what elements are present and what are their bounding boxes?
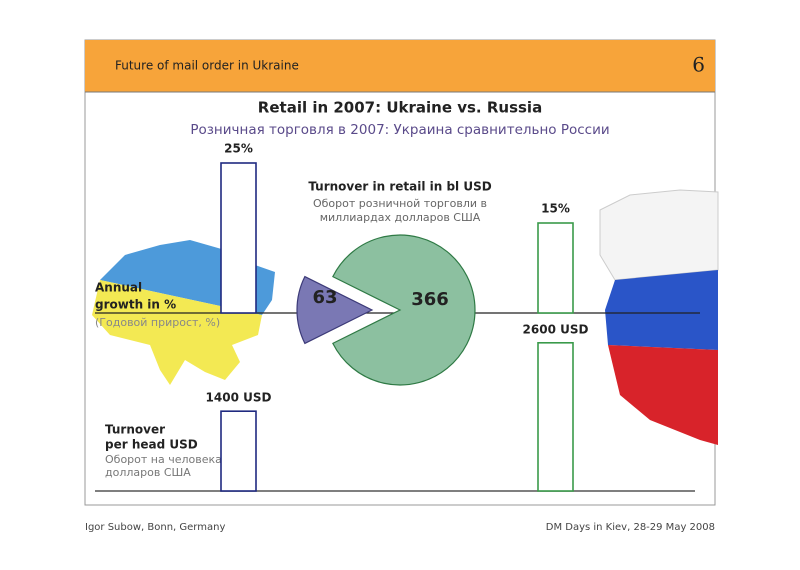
retail-label: Turnover in retail in bl USD xyxy=(308,180,491,194)
footer-right: DM Days in Kiev, 28-29 May 2008 xyxy=(546,522,715,533)
pie-slice xyxy=(332,234,476,386)
pie-slice xyxy=(296,275,374,345)
header-band xyxy=(85,40,715,92)
per-head-bar xyxy=(220,410,257,492)
retail-label-ru: миллиардах долларов США xyxy=(320,211,481,224)
russia-map xyxy=(599,189,719,445)
growth-value: 25% xyxy=(224,142,253,156)
per-head-label: Turnover xyxy=(105,423,165,437)
slide-subtitle: Розничная торговля в 2007: Украина сравн… xyxy=(190,122,609,138)
pie-label: 366 xyxy=(411,289,449,310)
retail-label-ru: Оборот розничной торговли в xyxy=(313,197,487,210)
slide-title: Retail in 2007: Ukraine vs. Russia xyxy=(258,99,542,117)
growth-bar xyxy=(537,222,574,314)
growth-label: growth in % xyxy=(95,298,176,312)
growth-label: Annual xyxy=(95,281,142,295)
growth-bar xyxy=(220,162,257,314)
per-head-value: 2600 USD xyxy=(523,322,589,336)
per-head-label-ru: Оборот на человека, xyxy=(105,453,225,466)
per-head-bar xyxy=(537,341,574,492)
per-head-value: 1400 USD xyxy=(206,391,272,405)
footer-left: Igor Subow, Bonn, Germany xyxy=(85,522,225,533)
page-number: 6 xyxy=(692,53,705,77)
growth-label-ru: (Годовой прирост, %) xyxy=(95,316,220,329)
per-head-label-ru: долларов США xyxy=(105,466,191,479)
per-head-label: per head USD xyxy=(105,438,198,452)
pie-label: 63 xyxy=(312,287,337,308)
growth-value: 15% xyxy=(541,202,570,216)
header-title: Future of mail order in Ukraine xyxy=(115,59,299,73)
